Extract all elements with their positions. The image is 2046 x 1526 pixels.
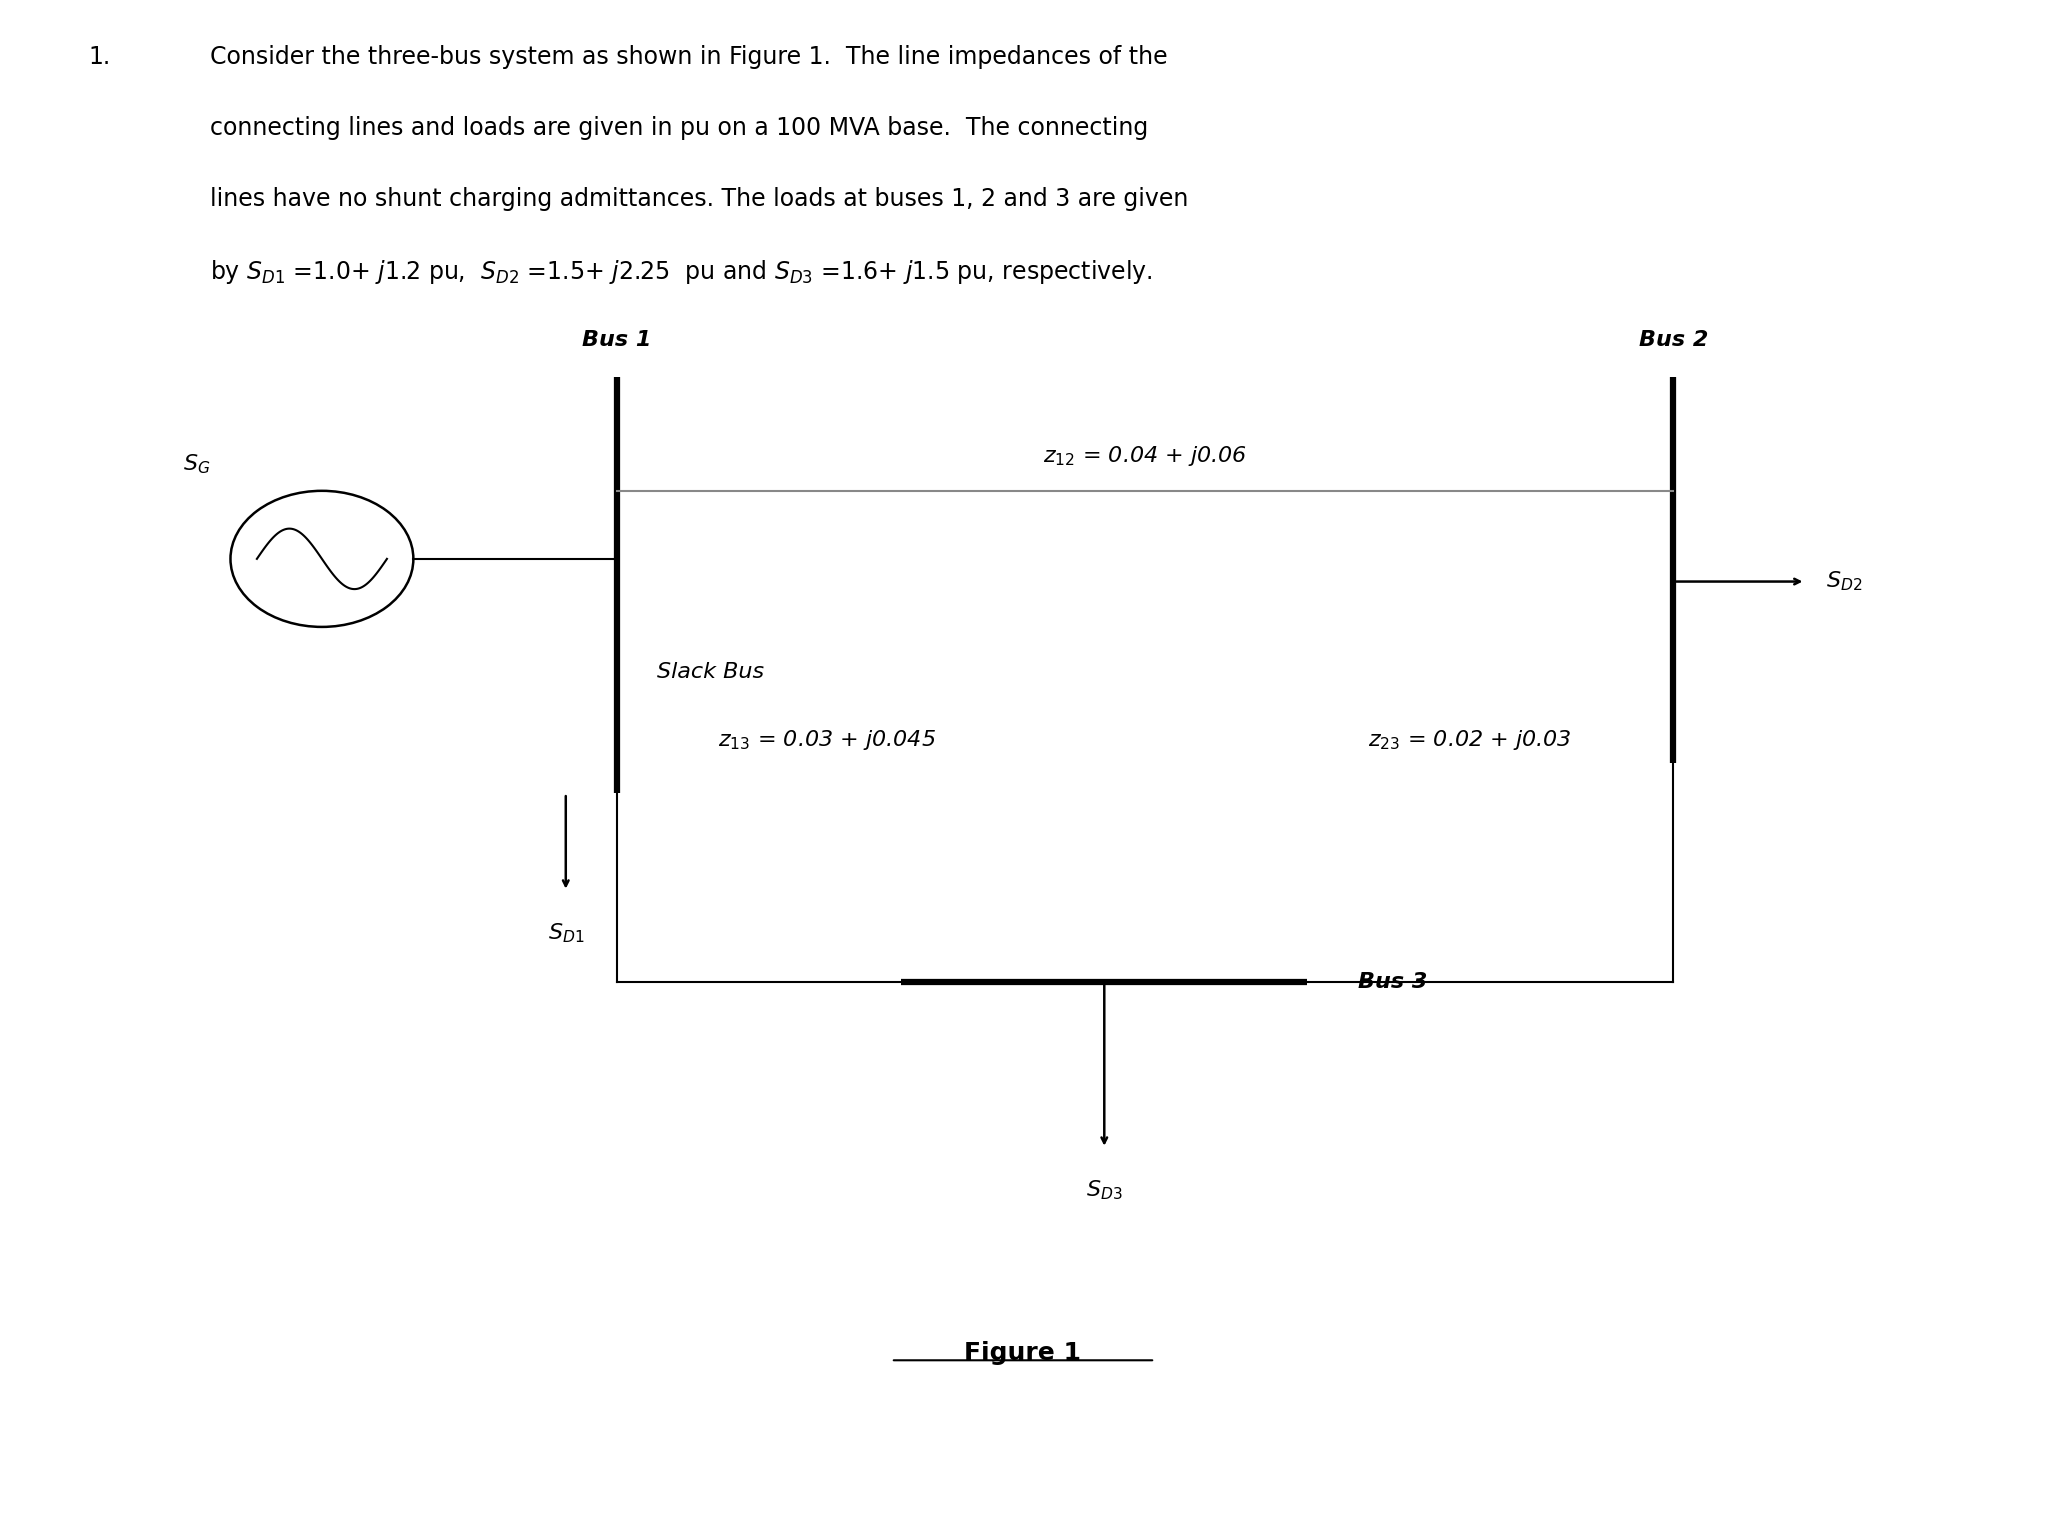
- Text: connecting lines and loads are given in pu on a 100 MVA base.  The connecting: connecting lines and loads are given in …: [211, 116, 1148, 140]
- Text: $z_{13}$ = 0.03 + j0.045: $z_{13}$ = 0.03 + j0.045: [718, 728, 937, 752]
- Text: $S_{D3}$: $S_{D3}$: [1086, 1178, 1123, 1202]
- Text: $S_{D2}$: $S_{D2}$: [1825, 569, 1862, 594]
- Text: by $S_{D1}$ =1.0+ $j$1.2 pu,  $S_{D2}$ =1.5+ $j$2.25  pu and $S_{D3}$ =1.6+ $j$1: by $S_{D1}$ =1.0+ $j$1.2 pu, $S_{D2}$ =1…: [211, 258, 1152, 285]
- Text: 1.: 1.: [88, 44, 110, 69]
- Text: Figure 1: Figure 1: [964, 1341, 1082, 1364]
- Text: Consider the three-bus system as shown in Figure 1.  The line impedances of the: Consider the three-bus system as shown i…: [211, 44, 1168, 69]
- Text: $z_{23}$ = 0.02 + j0.03: $z_{23}$ = 0.02 + j0.03: [1369, 728, 1571, 752]
- Text: lines have no shunt charging admittances. The loads at buses 1, 2 and 3 are give: lines have no shunt charging admittances…: [211, 186, 1189, 211]
- Text: Bus 3: Bus 3: [1359, 972, 1428, 992]
- Text: $z_{12}$ = 0.04 + j0.06: $z_{12}$ = 0.04 + j0.06: [1043, 444, 1246, 468]
- Text: Bus 2: Bus 2: [1639, 330, 1708, 349]
- Text: $S_G$: $S_G$: [182, 452, 211, 476]
- Text: $S_{D1}$: $S_{D1}$: [548, 922, 583, 946]
- Text: Bus 1: Bus 1: [581, 330, 651, 349]
- Text: Slack Bus: Slack Bus: [657, 662, 765, 682]
